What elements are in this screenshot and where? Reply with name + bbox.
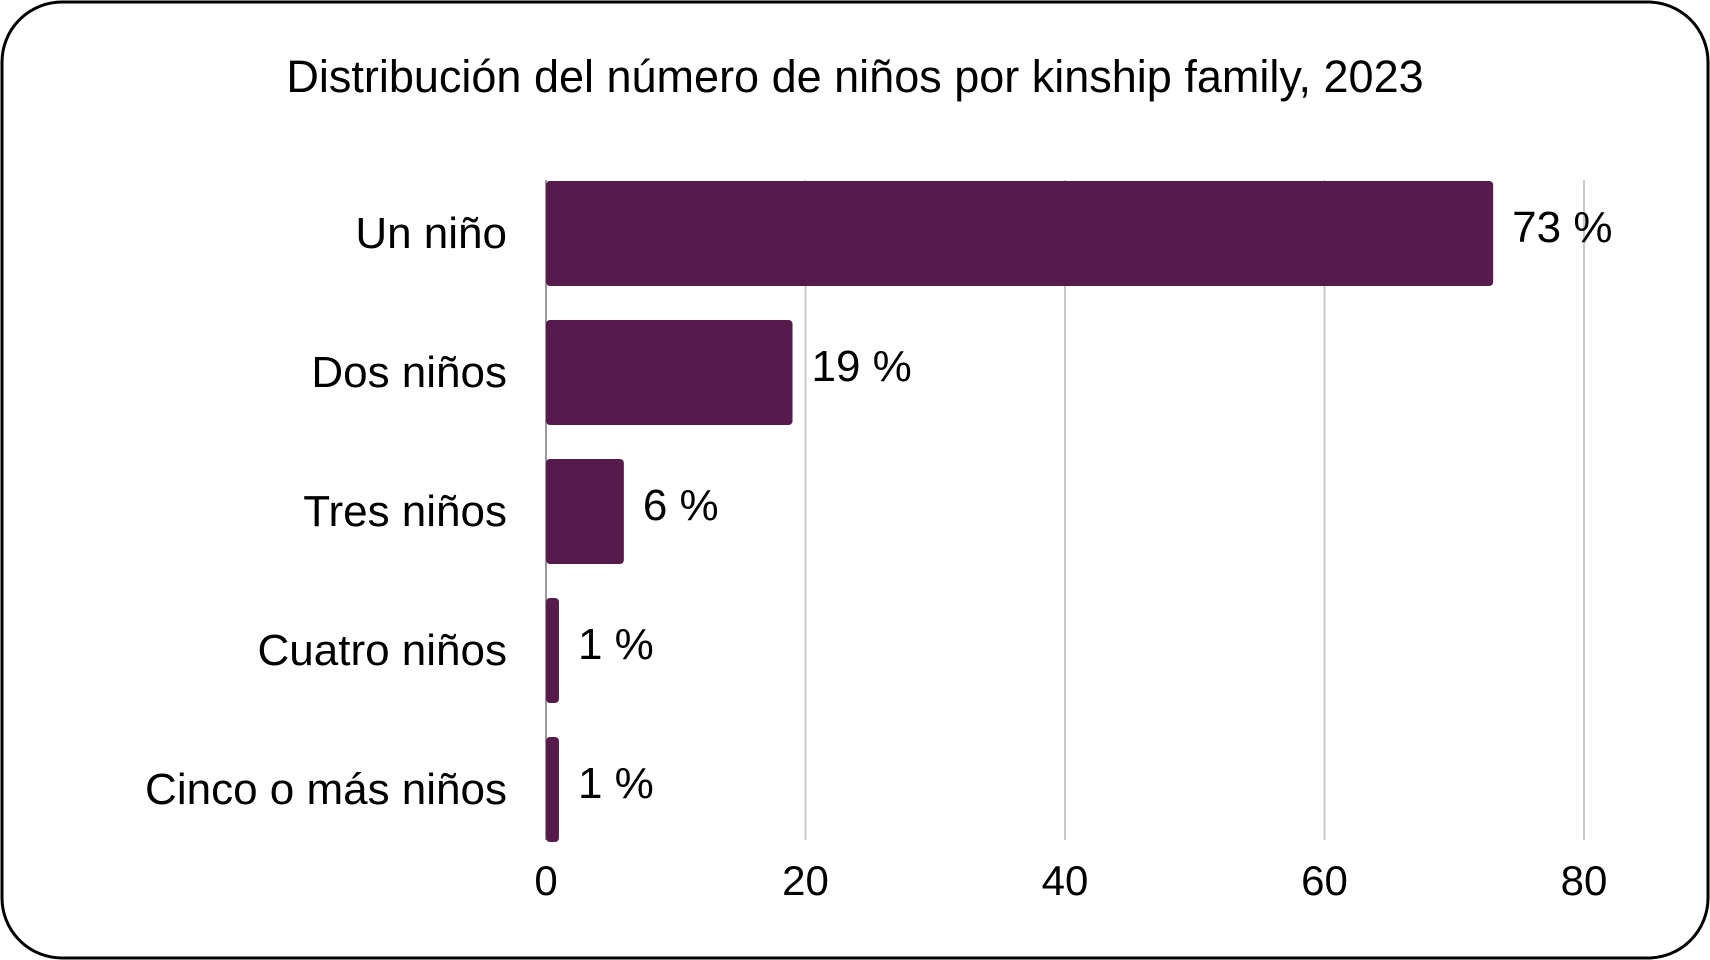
- y-tick-label: Dos niños: [311, 348, 507, 397]
- y-tick-label: Cinco o más niños: [145, 765, 507, 814]
- bar: [546, 737, 559, 842]
- x-tick-label: 0: [534, 857, 557, 904]
- bar: [546, 459, 624, 564]
- y-tick-label: Tres niños: [303, 487, 507, 536]
- x-tick-label: 60: [1301, 857, 1348, 904]
- chart-title: Distribución del número de niños por kin…: [286, 51, 1423, 102]
- value-label: 1 %: [578, 759, 654, 808]
- x-tick-label: 80: [1561, 857, 1608, 904]
- y-tick-label: Un niño: [355, 209, 507, 258]
- y-tick-label: Cuatro niños: [258, 626, 507, 675]
- x-tick-label: 20: [782, 857, 829, 904]
- x-tick-label: 40: [1042, 857, 1089, 904]
- bar: [546, 181, 1494, 286]
- value-label: 73 %: [1512, 203, 1612, 252]
- value-label: 6 %: [643, 481, 719, 530]
- value-label: 1 %: [578, 620, 654, 669]
- bar: [546, 598, 559, 703]
- value-label: 19 %: [812, 342, 912, 391]
- bar: [546, 320, 793, 425]
